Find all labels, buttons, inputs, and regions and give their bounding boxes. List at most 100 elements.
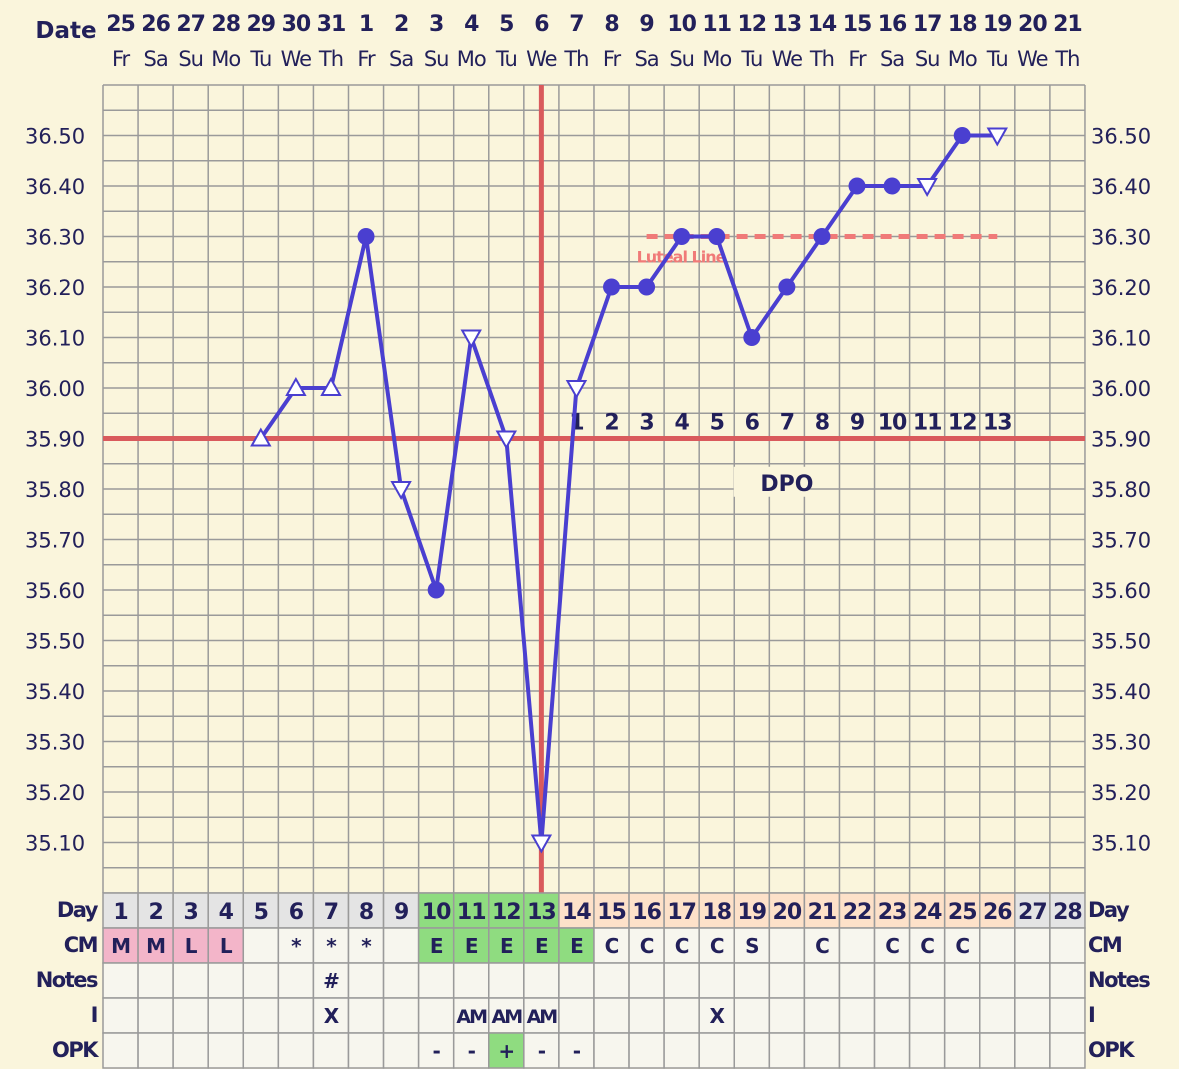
temperature-point-dot bbox=[743, 329, 761, 346]
table-cell-value: 3 bbox=[184, 900, 198, 925]
temperature-point-triangle-up bbox=[250, 427, 272, 447]
table-cell-value: 5 bbox=[254, 900, 268, 925]
table-cell-day bbox=[979, 892, 1016, 929]
dpo-label-background bbox=[733, 466, 806, 497]
dpo-number: 6 bbox=[745, 411, 760, 436]
row-label-left: Notes bbox=[36, 968, 98, 992]
table-cell-value: 27 bbox=[1018, 900, 1047, 925]
date-tick: 15 bbox=[843, 12, 872, 37]
y-tick-left: 36.20 bbox=[25, 276, 85, 300]
table-cell-notes bbox=[312, 962, 350, 999]
table-cell-i bbox=[838, 997, 876, 1034]
table-cell-i bbox=[733, 997, 771, 1034]
table-cell-cm bbox=[558, 927, 595, 964]
temperature-point-dot bbox=[813, 228, 831, 245]
table-cell-day bbox=[1014, 892, 1051, 929]
y-tick-left: 35.90 bbox=[25, 428, 85, 452]
table-cell-notes bbox=[733, 962, 771, 999]
temperature-point-dot bbox=[357, 228, 375, 245]
table-cell-i bbox=[417, 997, 455, 1034]
table-cell-opk bbox=[417, 1032, 455, 1069]
table-cell-cm bbox=[207, 927, 245, 964]
table-cell-value: C bbox=[955, 934, 969, 958]
weekday-tick: Tu bbox=[249, 47, 271, 71]
table-cell-opk bbox=[698, 1032, 736, 1069]
y-tick-right: 35.70 bbox=[1091, 529, 1151, 553]
y-tick-right: 35.40 bbox=[1091, 680, 1151, 704]
table-cell-opk bbox=[908, 1032, 946, 1069]
table-cell-opk bbox=[488, 1032, 525, 1069]
table-cell-i bbox=[1049, 997, 1086, 1034]
table-cell-notes bbox=[102, 962, 139, 999]
weekday-tick: Th bbox=[318, 47, 343, 71]
temperature-point-triangle-down bbox=[390, 481, 412, 501]
weekday-tick: Mo bbox=[457, 47, 486, 71]
table-cell-value: 28 bbox=[1053, 900, 1082, 925]
table-cell-value: 1 bbox=[113, 900, 127, 925]
table-cell-value: 21 bbox=[808, 900, 837, 925]
weekday-tick: We bbox=[1017, 47, 1048, 71]
date-tick: 26 bbox=[141, 12, 170, 37]
table-cell-value: - bbox=[433, 1039, 441, 1063]
table-cell-cm bbox=[873, 927, 911, 964]
table-cell-notes bbox=[628, 962, 665, 999]
table-cell-value: 9 bbox=[394, 900, 408, 925]
table-cell-value: 2 bbox=[148, 900, 162, 925]
weekday-tick: Th bbox=[1054, 47, 1079, 71]
table-cell-value: 18 bbox=[702, 900, 731, 925]
table-cell-opk bbox=[733, 1032, 771, 1069]
table-cell-opk bbox=[172, 1032, 209, 1069]
date-tick: 4 bbox=[464, 12, 479, 37]
date-tick: 29 bbox=[247, 12, 276, 37]
table-cell-value: M bbox=[111, 934, 130, 958]
table-cell-cm bbox=[417, 927, 455, 964]
table-cell-day bbox=[488, 892, 525, 929]
table-cell-opk bbox=[137, 1032, 174, 1069]
temperature-point-dot bbox=[778, 278, 796, 296]
weekday-tick: Fr bbox=[848, 47, 867, 71]
table-cell-value: 8 bbox=[359, 900, 373, 925]
table-cell-i bbox=[663, 997, 700, 1034]
weekday-tick: Sa bbox=[144, 47, 168, 71]
date-tick: 7 bbox=[569, 12, 583, 37]
table-cell-opk bbox=[803, 1032, 841, 1069]
table-cell-value: 6 bbox=[289, 900, 304, 925]
temperature-point-triangle-down bbox=[530, 834, 553, 854]
weekday-tick: Su bbox=[915, 47, 940, 71]
table-cell-value: AM bbox=[491, 1006, 522, 1028]
table-cell-value: * bbox=[291, 934, 302, 958]
weekday-tick: Su bbox=[178, 47, 203, 71]
table-cell-opk bbox=[347, 1032, 385, 1069]
y-tick-left: 35.60 bbox=[25, 579, 85, 603]
table-cell-value: 13 bbox=[527, 900, 556, 925]
dpo-number: 7 bbox=[780, 411, 794, 436]
dpo-label: DPO bbox=[760, 472, 813, 497]
date-tick: 14 bbox=[808, 12, 837, 37]
weekday-tick: Fr bbox=[603, 47, 622, 71]
y-tick-left: 36.10 bbox=[25, 327, 85, 351]
table-cell-i bbox=[979, 997, 1016, 1034]
table-cell-cm bbox=[908, 927, 946, 964]
temperature-point-triangle-down bbox=[495, 430, 518, 450]
y-tick-right: 35.90 bbox=[1091, 428, 1151, 452]
table-cell-notes bbox=[558, 962, 595, 999]
table-cell-notes bbox=[207, 962, 245, 999]
dpo-number: 11 bbox=[913, 411, 942, 436]
table-cell-value: C bbox=[815, 934, 829, 958]
table-cell-value: E bbox=[570, 934, 583, 958]
date-tick: 9 bbox=[639, 12, 653, 37]
temperature-point-dot bbox=[848, 177, 866, 195]
weekday-tick: Sa bbox=[389, 47, 413, 71]
y-tick-right: 35.20 bbox=[1091, 781, 1151, 805]
table-cell-notes bbox=[593, 962, 630, 999]
y-tick-left: 36.00 bbox=[25, 377, 85, 401]
table-cell-i bbox=[803, 997, 841, 1034]
table-cell-notes bbox=[768, 962, 806, 999]
table-cell-value: S bbox=[745, 934, 758, 958]
table-cell-value: 24 bbox=[913, 900, 942, 925]
table-cell-opk bbox=[1014, 1032, 1051, 1069]
table-cell-opk bbox=[943, 1032, 981, 1069]
table-cell-value: 19 bbox=[737, 900, 766, 925]
temperature-point-dot bbox=[427, 581, 445, 599]
